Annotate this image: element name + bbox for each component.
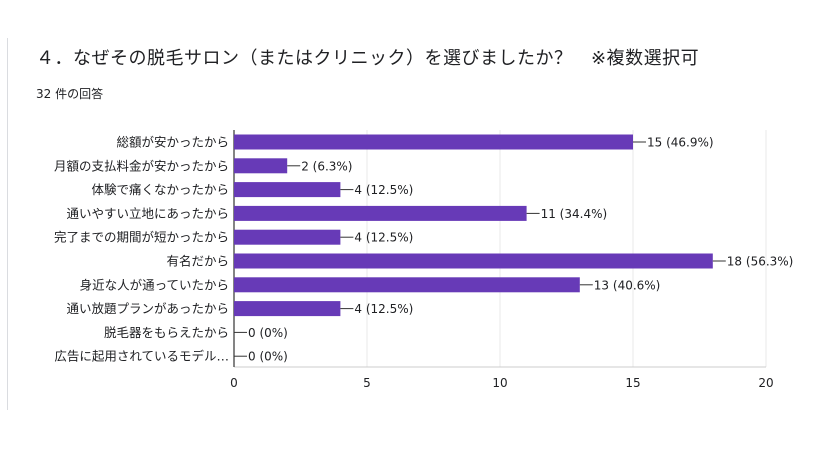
data-label: 15 (46.9%) (647, 136, 714, 150)
category-label: 広告に起用されているモデル… (54, 349, 229, 364)
data-label: 0 (0%) (248, 326, 288, 340)
x-tick-label: 10 (492, 376, 507, 390)
data-label: 4 (12.5%) (354, 183, 413, 197)
bar (234, 158, 288, 174)
data-label: 18 (56.3%) (727, 255, 794, 269)
category-label: 月額の支払料金が安かったから (54, 158, 229, 173)
bar (234, 253, 713, 269)
x-tick-label: 20 (758, 376, 773, 390)
bar (234, 229, 341, 245)
data-label: 13 (40.6%) (594, 278, 661, 292)
bar (234, 277, 580, 293)
x-tick-label: 0 (230, 376, 238, 390)
question-title: ４．なぜその脱毛サロン（またはクリニック）を選びましたか？ ※複数選択可 (36, 48, 700, 69)
category-label: 完了までの期間が短かったから (54, 230, 229, 245)
data-label: 4 (12.5%) (354, 302, 413, 316)
data-label: 2 (6.3%) (301, 159, 352, 173)
category-label: 通いやすい立地にあったから (66, 206, 229, 221)
bar (234, 134, 633, 150)
data-label: 0 (0%) (248, 350, 288, 364)
data-label: 11 (34.4%) (541, 207, 608, 221)
bar (234, 182, 341, 198)
category-label: 総額が安かったから (116, 135, 229, 150)
bar (234, 205, 527, 221)
category-label: 有名だから (166, 254, 229, 269)
data-label: 4 (12.5%) (354, 231, 413, 245)
category-label: 通い放題プランがあったから (66, 301, 229, 316)
x-tick-label: 5 (363, 376, 371, 390)
category-label: 体験で痛くなかったから (91, 182, 229, 197)
card-left-border (7, 38, 8, 410)
category-label: 脱毛器をもらえたから (104, 325, 229, 340)
response-count: 32 件の回答 (36, 87, 104, 101)
x-tick-label: 15 (625, 376, 640, 390)
bar (234, 301, 341, 317)
category-label: 身近な人が通っていたから (80, 277, 229, 292)
